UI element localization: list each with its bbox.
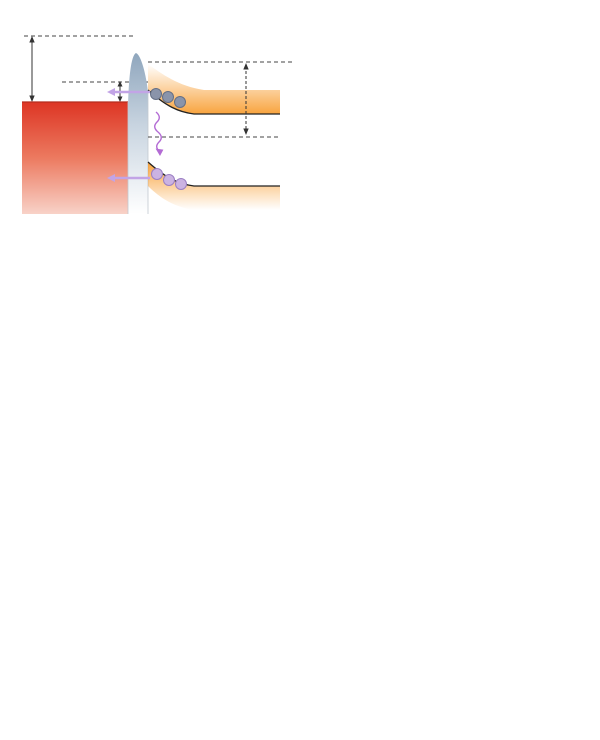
- hole-transfer-arrow: [107, 174, 150, 182]
- panel-a-band-diagram: [22, 35, 292, 214]
- photon-arrow: [154, 111, 164, 156]
- ws-arrow: [243, 63, 249, 135]
- conduction-band-shading: [148, 64, 280, 114]
- panel-e-comparison-scatter: [8, 492, 348, 740]
- holes: [151, 168, 187, 190]
- panel-c-cycling-chart: [8, 246, 300, 486]
- mxene-block: [22, 102, 128, 214]
- hole-icon: [175, 178, 187, 190]
- hole-icon: [163, 174, 175, 186]
- electrons: [150, 88, 186, 108]
- electron-icon: [174, 96, 186, 108]
- electron-transfer-arrow: [107, 88, 150, 96]
- panel-b-responsivity-chart: [300, 6, 600, 242]
- panel-d-rise-fall-chart: [300, 246, 600, 486]
- electron-icon: [150, 88, 162, 100]
- wm-arrow: [29, 36, 35, 102]
- siox-barrier: [128, 53, 148, 214]
- hole-icon: [151, 168, 163, 180]
- electron-icon: [162, 91, 174, 103]
